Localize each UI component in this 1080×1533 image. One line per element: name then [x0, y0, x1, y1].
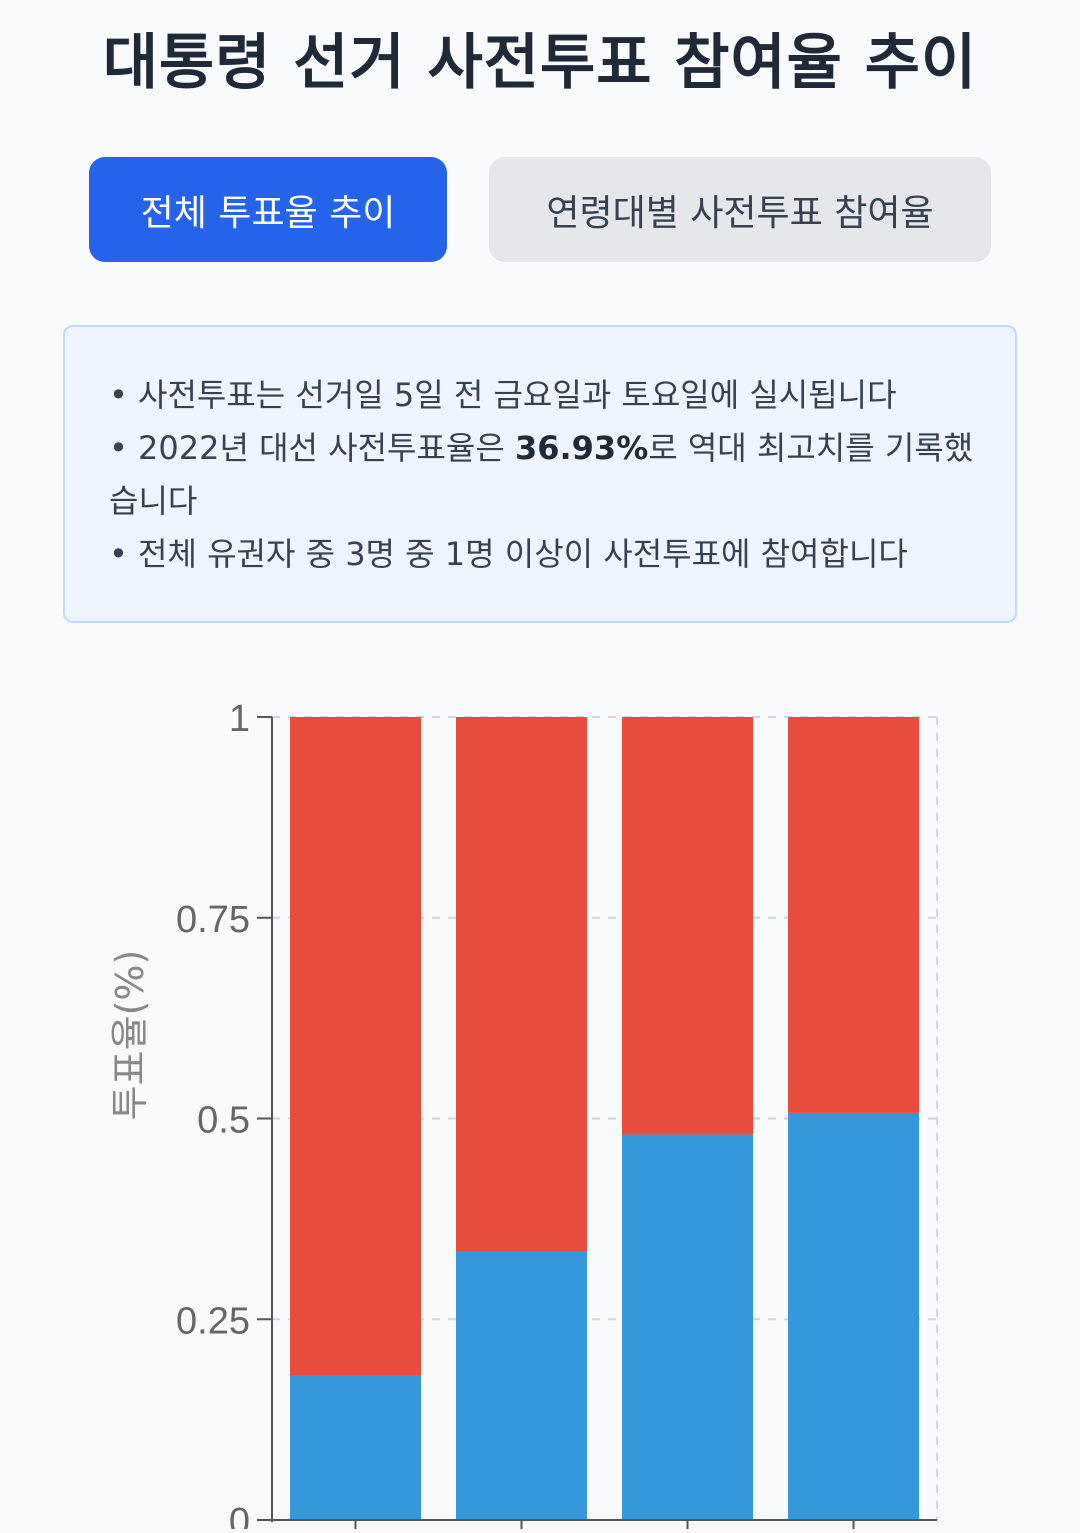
y-tick-label: 0.25 — [176, 1300, 250, 1342]
bullet: • — [109, 376, 139, 414]
y-tick-label: 0.75 — [176, 899, 250, 941]
y-tick-label: 0.5 — [197, 1100, 250, 1142]
bar-segment — [456, 717, 587, 1251]
bar-segment — [788, 717, 919, 1113]
bar-segment — [622, 717, 753, 1135]
bar-segment — [290, 717, 421, 1376]
page-title: 대통령 선거 사전투표 참여율 추이 — [102, 28, 978, 98]
y-tick-label: 1 — [229, 698, 250, 740]
turnout-chart: 0 0.25 0.5 0.75 1 투표율(%) — [0, 640, 1080, 1533]
y-tick-label: 0 — [229, 1501, 250, 1529]
tab-overall-turnout[interactable]: 전체 투표율 추이 — [89, 157, 447, 262]
info-line-1: • 사전투표는 선거일 5일 전 금요일과 토요일에 실시됩니다 — [109, 376, 897, 414]
bar-segment — [290, 1375, 421, 1520]
bar-segment — [622, 1134, 753, 1520]
y-axis-title: 투표율(%) — [108, 950, 152, 1121]
chart-svg: 0 0.25 0.5 0.75 1 투표율(%) — [108, 698, 938, 1533]
bullet: • — [109, 429, 139, 467]
bullet: • — [109, 535, 139, 573]
tab-age-group-turnout[interactable]: 연령대별 사전투표 참여율 — [489, 157, 991, 262]
info-line-2: • 2022년 대선 사전투표율은 36.93%로 역대 최고치를 기록했습니다 — [109, 429, 974, 520]
highlight-rate: 36.93% — [514, 429, 649, 467]
bar-segment — [788, 1112, 919, 1520]
info-line-3: • 전체 유권자 중 3명 중 1명 이상이 사전투표에 참여합니다 — [109, 535, 908, 573]
info-box: • 사전투표는 선거일 5일 전 금요일과 토요일에 실시됩니다 • 2022년… — [63, 325, 1017, 623]
bar-segment — [456, 1250, 587, 1520]
